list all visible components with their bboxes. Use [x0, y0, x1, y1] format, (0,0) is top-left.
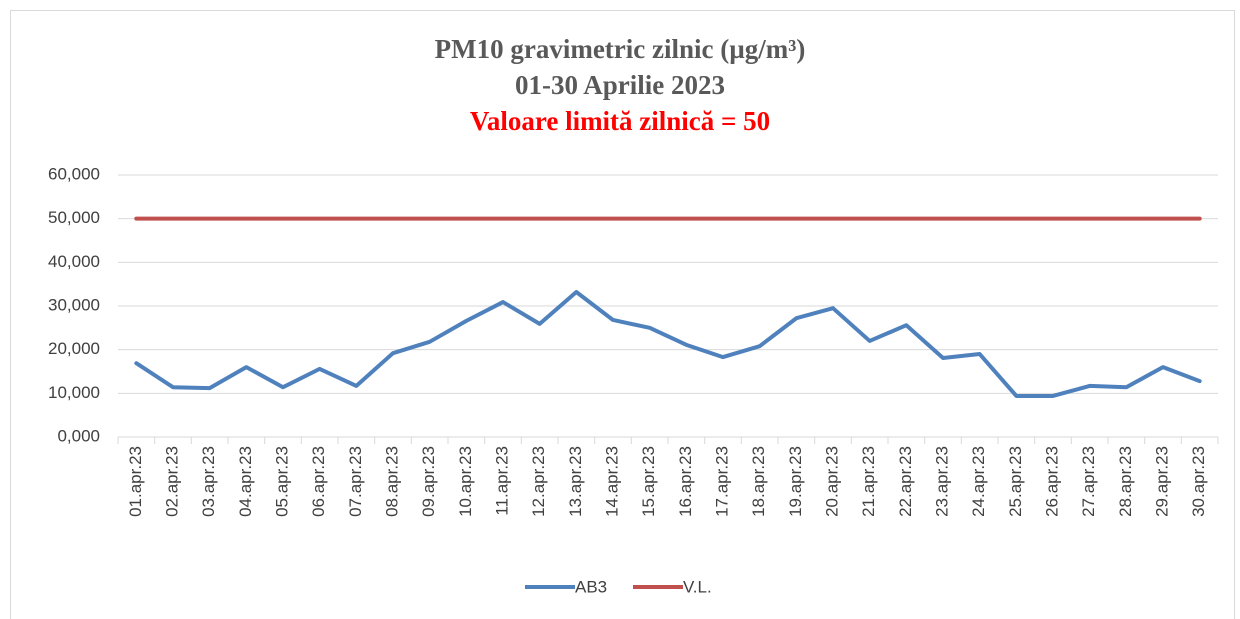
x-tick-label: 15.apr.23 [639, 446, 658, 517]
x-tick-label: 12.apr.23 [529, 446, 548, 517]
y-tick-label: 60,000 [48, 164, 100, 183]
y-tick-label: 0,000 [57, 426, 100, 445]
y-tick-label: 10,000 [48, 383, 100, 402]
x-tick-label: 28.apr.23 [1116, 446, 1135, 517]
x-tick-label: 03.apr.23 [199, 446, 218, 517]
x-tick-label: 07.apr.23 [346, 446, 365, 517]
x-tick-label: 20.apr.23 [822, 446, 841, 517]
legend-label: V.L. [683, 577, 712, 596]
x-tick-label: 29.apr.23 [1152, 446, 1171, 517]
x-tick-label: 30.apr.23 [1189, 446, 1208, 517]
y-tick-label: 50,000 [48, 208, 100, 227]
x-tick-label: 01.apr.23 [126, 446, 145, 517]
x-tick-label: 11.apr.23 [492, 446, 511, 516]
x-tick-label: 09.apr.23 [419, 446, 438, 517]
x-tick-label: 21.apr.23 [859, 446, 878, 517]
x-tick-label: 25.apr.23 [1006, 446, 1025, 517]
x-tick-label: 23.apr.23 [932, 446, 951, 517]
x-tick-label: 10.apr.23 [456, 446, 475, 517]
x-tick-label: 17.apr.23 [712, 446, 731, 517]
x-tick-label: 18.apr.23 [749, 446, 768, 517]
x-tick-label: 16.apr.23 [676, 446, 695, 517]
x-tick-label: 08.apr.23 [382, 446, 401, 517]
legend-label: AB3 [575, 577, 607, 596]
chart-border [10, 10, 1235, 619]
x-tick-label: 04.apr.23 [236, 446, 255, 517]
x-tick-label: 24.apr.23 [969, 446, 988, 517]
y-tick-label: 40,000 [48, 252, 100, 271]
y-tick-label: 20,000 [48, 339, 100, 358]
x-tick-label: 19.apr.23 [786, 446, 805, 517]
x-tick-label: 05.apr.23 [272, 446, 291, 517]
chart-subtitle: 01-30 Aprilie 2023 [515, 70, 725, 100]
line-series [134, 290, 1202, 398]
x-tick-label: 26.apr.23 [1042, 446, 1061, 517]
chart-title: PM10 gravimetric zilnic (µg/m³) [435, 34, 806, 64]
annotation: Valoare limită zilnică = 50 [470, 106, 770, 136]
x-tick-label: 27.apr.23 [1079, 446, 1098, 517]
x-tick-label: 02.apr.23 [162, 446, 181, 517]
x-tick-label: 06.apr.23 [309, 446, 328, 517]
x-tick-label: 13.apr.23 [566, 446, 585, 517]
x-tick-label: 14.apr.23 [602, 446, 621, 517]
y-tick-label: 30,000 [48, 295, 100, 314]
x-tick-label: 22.apr.23 [896, 446, 915, 517]
